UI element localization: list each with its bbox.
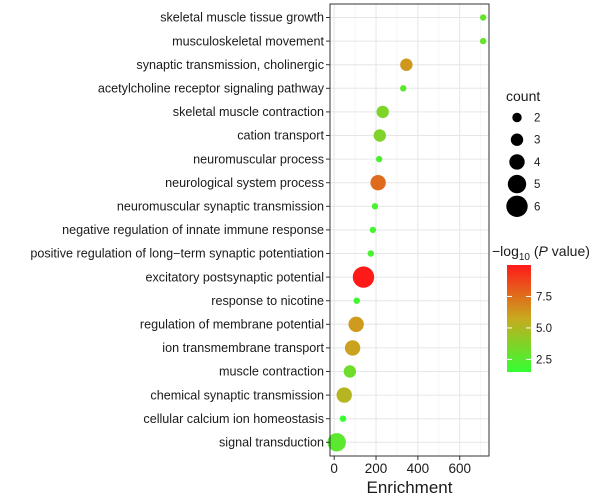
y-tick-label: chemical synaptic transmission [150,388,324,402]
y-tick-label: ion transmembrane transport [162,341,324,355]
y-tick-label: cellular calcium ion homeostasis [143,412,324,426]
y-tick-label: response to nicotine [211,294,324,308]
size-legend-title: count [506,88,540,104]
y-tick-label: skeletal muscle tissue growth [160,11,324,25]
color-legend-title-p: P [539,243,549,259]
size-legend-key [512,112,522,123]
data-point [370,175,386,191]
data-point [369,226,377,234]
x-axis-title: Enrichment [367,478,453,497]
data-point [479,14,487,21]
colorbar-tick-label: 2.5 [536,354,552,366]
color-legend-title-paren: ( [530,243,539,259]
color-legend-title-subscript: 10 [519,252,531,263]
data-point [375,155,383,163]
y-tick-label: musculoskeletal movement [172,34,324,48]
data-point [343,365,357,378]
x-tick-label: 0 [330,461,338,476]
data-point [367,250,374,257]
grid-layer [330,4,489,456]
colorbar [507,265,531,372]
y-tick-label: negative regulation of innate immune res… [62,223,324,237]
data-point [479,37,487,45]
x-tick-label: 400 [407,461,430,476]
size-legend-label: 3 [534,135,540,147]
color-legend-title-rest: value) [548,243,590,259]
colorbar-tick-label: 5.0 [536,323,552,335]
size-legend-key [510,133,524,146]
data-point [336,387,352,403]
x-tick-label: 600 [448,461,471,476]
size-legend-label: 6 [534,201,540,213]
data-point [344,340,361,356]
color-legend-title-main: −log [492,243,519,259]
y-tick-label: muscle contraction [219,365,324,379]
y-tick-label: acetylcholine receptor signaling pathway [98,82,325,96]
points-layer [327,14,487,452]
size-legend-label: 5 [534,179,540,191]
data-point [371,203,379,210]
y-axis: skeletal muscle tissue growth musculoskel… [30,11,330,450]
y-tick-label: synaptic transmission, cholinergic [136,58,324,72]
data-point [327,433,346,452]
y-tick-label: neuromuscular process [193,152,324,166]
y-tick-label: positive regulation of long−term synapti… [30,247,324,261]
colorbar-tick-label: 7.5 [536,291,552,303]
y-tick-label: neuromuscular synaptic transmission [117,200,324,214]
size-legend-key [509,154,525,170]
y-tick-label: excitatory postsynaptic potential [145,270,324,284]
data-point [348,316,364,332]
y-tick-label: skeletal muscle contraction [173,105,324,119]
color-legend-title: −log10 (P value) [492,243,590,263]
color-legend: −log10 (P value) 2.5 5.0 7.5 [492,243,590,372]
data-point [352,266,375,288]
y-tick-label: cation transport [237,129,324,143]
y-tick-label: neurological system process [165,176,324,190]
size-legend-key [507,174,527,194]
data-point [339,415,347,422]
size-legend-label: 2 [534,113,540,125]
data-point [400,58,413,71]
x-tick-label: 200 [365,461,388,476]
y-tick-label: signal transduction [219,436,324,450]
data-point [353,297,360,304]
size-legend-key [506,195,528,217]
size-legend: count 2 3 4 5 6 [506,88,541,217]
y-tick-label: regulation of membrane potential [140,318,324,332]
data-point [376,105,389,119]
x-axis: 0 200 400 600 [330,456,471,476]
data-point [373,129,386,142]
data-point [400,85,407,92]
size-legend-label: 4 [534,157,541,169]
